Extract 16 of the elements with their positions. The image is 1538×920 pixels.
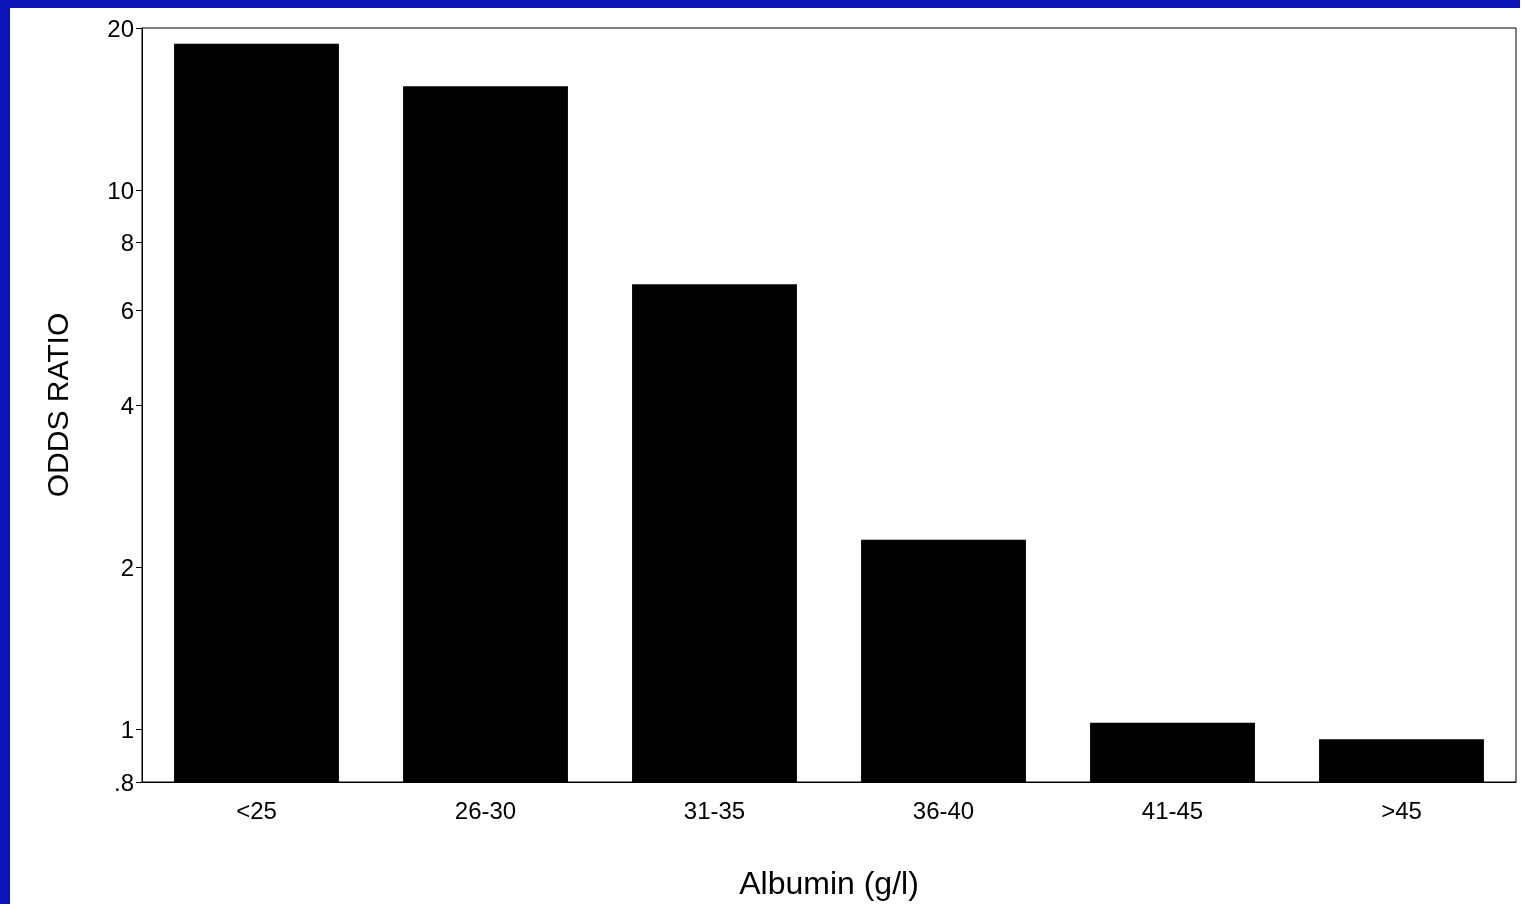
y-tick-label: 2 bbox=[120, 553, 134, 581]
x-tick-label: >45 bbox=[1381, 796, 1422, 824]
x-tick-label: 41-45 bbox=[1141, 796, 1204, 824]
y-tick-label: 8 bbox=[120, 229, 134, 257]
y-tick-label: .8 bbox=[113, 768, 134, 796]
x-axis-title: Albumin (g/l) bbox=[739, 865, 919, 901]
x-tick-label: <25 bbox=[236, 796, 277, 824]
x-tick-label: 36-40 bbox=[912, 796, 975, 824]
y-tick-label: 4 bbox=[120, 391, 134, 419]
x-tick-label: 26-30 bbox=[454, 796, 517, 824]
y-tick-label: 1 bbox=[120, 716, 134, 744]
x-tick-label: 31-35 bbox=[683, 796, 746, 824]
y-axis-title: ODDS RATIO bbox=[40, 312, 74, 498]
y-tick-label: 6 bbox=[120, 296, 134, 324]
y-tick-label: 20 bbox=[107, 14, 134, 42]
y-tick-label: 10 bbox=[107, 176, 134, 204]
